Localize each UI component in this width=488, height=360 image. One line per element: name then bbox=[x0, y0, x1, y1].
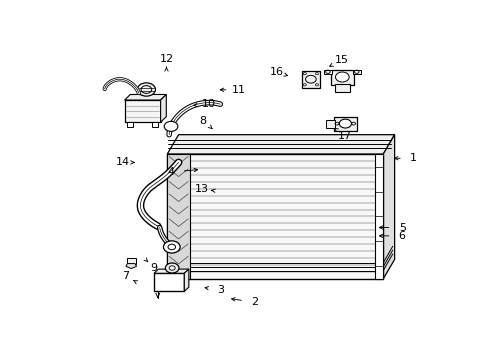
Circle shape bbox=[335, 72, 348, 82]
Text: 16: 16 bbox=[269, 67, 284, 77]
Bar bbox=[374, 154, 383, 279]
Text: 7: 7 bbox=[122, 271, 129, 281]
Polygon shape bbox=[160, 94, 166, 122]
Circle shape bbox=[165, 263, 179, 273]
Polygon shape bbox=[184, 269, 188, 291]
Circle shape bbox=[339, 119, 351, 128]
Bar bbox=[333, 117, 356, 131]
Text: 17: 17 bbox=[338, 131, 352, 141]
Text: 11: 11 bbox=[232, 85, 246, 95]
Bar bbox=[124, 100, 160, 122]
Bar bbox=[126, 258, 136, 264]
Text: 12: 12 bbox=[159, 54, 173, 64]
Text: 6: 6 bbox=[398, 231, 405, 241]
Bar bbox=[301, 71, 319, 87]
Text: 15: 15 bbox=[334, 55, 348, 65]
Circle shape bbox=[137, 83, 155, 96]
Bar bbox=[326, 120, 334, 128]
Polygon shape bbox=[167, 135, 394, 154]
Bar bbox=[167, 154, 189, 279]
Text: 3: 3 bbox=[216, 285, 224, 295]
Circle shape bbox=[164, 121, 178, 131]
Polygon shape bbox=[383, 135, 394, 279]
Bar bbox=[334, 84, 349, 92]
Text: 1: 1 bbox=[409, 153, 416, 163]
Text: 4: 4 bbox=[167, 167, 174, 177]
Bar bbox=[330, 69, 353, 85]
Polygon shape bbox=[352, 69, 360, 74]
Text: 14: 14 bbox=[116, 157, 130, 167]
Text: 2: 2 bbox=[250, 297, 258, 307]
Text: 13: 13 bbox=[194, 184, 208, 194]
Polygon shape bbox=[154, 269, 188, 273]
Text: 9: 9 bbox=[150, 263, 157, 273]
Polygon shape bbox=[324, 69, 331, 74]
Text: 8: 8 bbox=[199, 116, 206, 126]
Bar bbox=[154, 273, 184, 291]
Bar bbox=[167, 154, 383, 279]
Polygon shape bbox=[124, 94, 166, 100]
Bar bbox=[152, 122, 158, 127]
Polygon shape bbox=[126, 264, 136, 269]
Circle shape bbox=[163, 241, 180, 253]
Bar bbox=[127, 122, 133, 127]
Text: 10: 10 bbox=[202, 99, 216, 109]
Text: 5: 5 bbox=[398, 222, 405, 233]
